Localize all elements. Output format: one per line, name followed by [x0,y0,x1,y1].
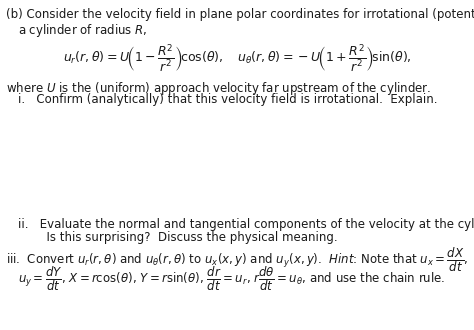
Text: ii.   Evaluate the normal and tangential components of the velocity at the cylin: ii. Evaluate the normal and tangential c… [18,218,474,231]
Text: iii.  Convert $u_r(r,\theta)$ and $u_\theta(r,\theta)$ to $u_x(x,y)$ and $u_y(x,: iii. Convert $u_r(r,\theta)$ and $u_\the… [6,246,468,274]
Text: i.   Confirm (analytically) that this velocity field is irrotational.  Explain.: i. Confirm (analytically) that this velo… [18,93,438,106]
Text: a cylinder of radius $R$,: a cylinder of radius $R$, [18,22,147,39]
Text: (b) Consider the velocity field in plane polar coordinates for irrotational (pot: (b) Consider the velocity field in plane… [6,8,474,21]
Text: where $U$ is the (uniform) approach velocity far upstream of the cylinder.: where $U$ is the (uniform) approach velo… [6,80,431,97]
Text: $u_r(r,\theta) = U\!\left(1 - \dfrac{R^2}{r^2}\right)\!\cos(\theta), \quad u_\th: $u_r(r,\theta) = U\!\left(1 - \dfrac{R^2… [63,42,411,74]
Text: Is this surprising?  Discuss the physical meaning.: Is this surprising? Discuss the physical… [24,231,337,244]
Text: $u_y = \dfrac{dY}{dt}$, $X = r\cos(\theta)$, $Y = r\sin(\theta)$, $\dfrac{dr}{dt: $u_y = \dfrac{dY}{dt}$, $X = r\cos(\thet… [18,265,446,293]
